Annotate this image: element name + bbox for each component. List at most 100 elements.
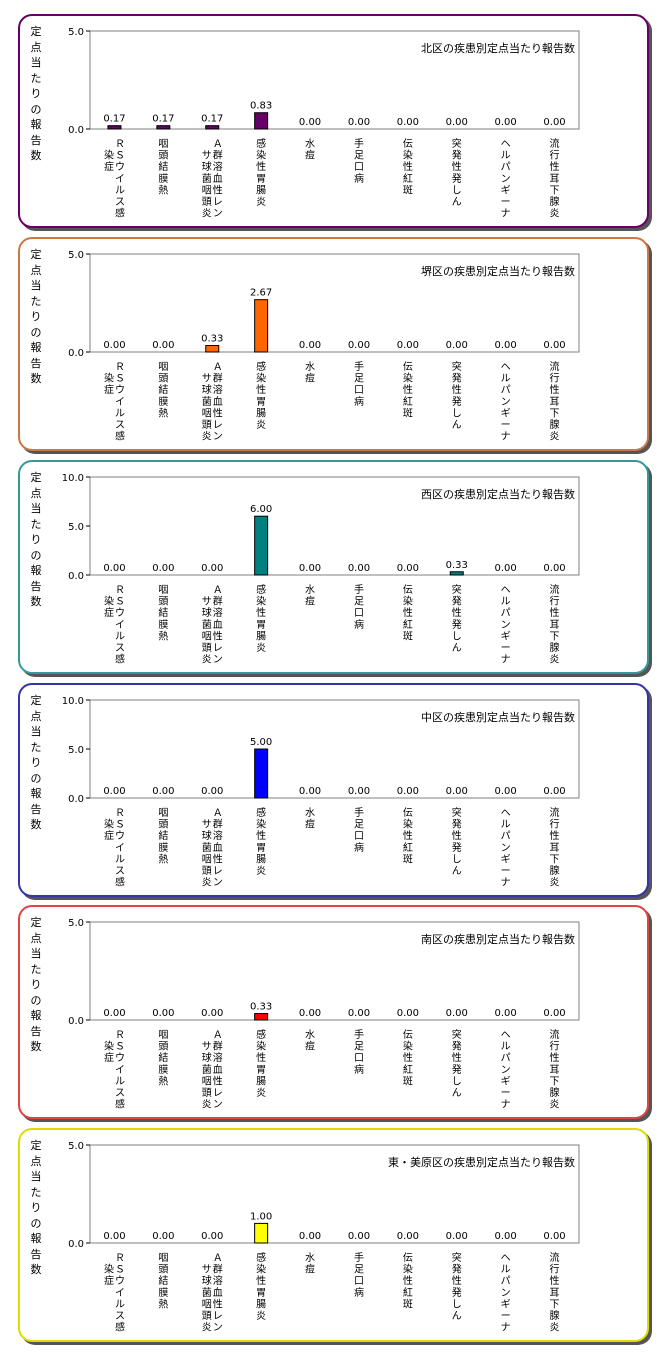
y-tick-label: 5.0 xyxy=(68,522,84,533)
data-label: 0.00 xyxy=(348,340,370,351)
category-label-char: 頭 xyxy=(202,419,212,431)
category-label-char: 病 xyxy=(354,1063,364,1076)
category-label-char: ン xyxy=(501,843,511,854)
category-label-char: 性 xyxy=(452,383,462,396)
category-label-char: 咽 xyxy=(202,1075,212,1087)
category-label-char: 口 xyxy=(354,385,364,396)
bar-chart: 10.05.00.0中区の疾患別定点当たり報告数0.00ＲＳウイルス感染症0.0… xyxy=(62,696,580,889)
category-label-char: 症 xyxy=(104,160,114,173)
category-label-char: 頭 xyxy=(202,1087,212,1099)
category-label-char: ん xyxy=(452,865,462,877)
category-label-char: 溶 xyxy=(213,160,223,173)
bar xyxy=(254,112,269,130)
category-label-char: 痘 xyxy=(305,595,315,608)
category-label-char: 性 xyxy=(256,383,266,396)
category-label-char: 性 xyxy=(452,1051,462,1064)
category-label-char: 性 xyxy=(256,160,266,173)
category-label-char: ン xyxy=(213,655,223,666)
category-label-char: 病 xyxy=(354,172,364,185)
category-label-char: ル xyxy=(115,854,125,865)
category-label-char: 斑 xyxy=(403,852,413,865)
data-label: 0.83 xyxy=(250,101,272,112)
category-label-char: 咽 xyxy=(202,1298,212,1310)
category-label-char: 染 xyxy=(104,1263,114,1276)
category-label-char: イ xyxy=(115,1288,125,1299)
data-label: 0.00 xyxy=(299,563,321,574)
category-label-char: 発 xyxy=(452,818,462,831)
category-label-char: ー xyxy=(501,1311,511,1322)
data-label: 0.00 xyxy=(201,563,223,574)
category-label-char: 炎 xyxy=(256,865,266,877)
category-label-char: ル xyxy=(115,1076,125,1087)
data-label: 0.00 xyxy=(397,786,419,797)
chart-title: 南区の疾患別定点当たり報告数 xyxy=(421,932,575,946)
data-label: 0.00 xyxy=(201,1231,223,1242)
category-label-char: 伝 xyxy=(403,1252,413,1264)
category-label-char: 腸 xyxy=(256,630,266,642)
data-label: 0.00 xyxy=(397,1231,419,1242)
category-label-char: 炎 xyxy=(550,208,560,220)
data-label: 0.17 xyxy=(103,114,125,125)
category-label-char: Ａ xyxy=(213,585,223,596)
data-label: 0.00 xyxy=(543,1231,565,1242)
y-tick-label: 0.0 xyxy=(68,348,84,359)
bar xyxy=(254,748,269,799)
category-label-char: 手 xyxy=(354,1028,364,1041)
bar-chart: 5.00.0堺区の疾患別定点当たり報告数0.00ＲＳウイルス感染症0.00咽頭結… xyxy=(68,250,580,443)
category-label-char: 頭 xyxy=(158,1041,168,1053)
y-tick-label: 10.0 xyxy=(62,696,84,707)
category-label-char: 炎 xyxy=(550,877,560,889)
y-tick-label: 5.0 xyxy=(68,27,84,38)
category-label-char: 膜 xyxy=(158,1064,168,1076)
category-label-char: 手 xyxy=(354,1251,364,1264)
category-label-char: 感 xyxy=(115,1321,125,1334)
data-label: 0.00 xyxy=(103,563,125,574)
category-label-char: 頭 xyxy=(158,596,168,608)
category-label-char: パ xyxy=(501,161,511,173)
data-label: 0.17 xyxy=(201,114,223,125)
category-label-char: 球 xyxy=(202,1051,212,1064)
category-label-char: 溶 xyxy=(213,1051,223,1064)
category-label-char: 咽 xyxy=(202,630,212,642)
bar-chart: 10.05.00.0西区の疾患別定点当たり報告数0.00ＲＳウイルス感染症0.0… xyxy=(62,473,580,666)
category-label-char: 流 xyxy=(550,137,560,150)
category-label-char: 突 xyxy=(452,583,462,596)
category-label-char: ナ xyxy=(501,431,511,443)
category-label-char: 胃 xyxy=(256,1064,266,1076)
category-label: 水痘 xyxy=(305,1029,315,1053)
data-label: 0.33 xyxy=(250,1002,272,1013)
category-label-char: 血 xyxy=(213,395,223,408)
category-label-char: 群 xyxy=(213,1263,223,1276)
data-label: 0.00 xyxy=(495,340,517,351)
plot-area xyxy=(89,476,580,576)
category-label-char: 腸 xyxy=(256,1298,266,1310)
category-label-char: 流 xyxy=(550,1028,560,1041)
category-label-char: 伝 xyxy=(403,361,413,373)
category-label-char: し xyxy=(452,184,462,196)
category-label-char: 腸 xyxy=(256,1075,266,1087)
category-label-char: 染 xyxy=(104,595,114,608)
category-label-char: ス xyxy=(115,420,125,431)
chart-panel: 定点当たりの報告数 5.0 0.0 東・美原区の疾患別定点当たり報告数 0.00 Ｒ Ｓ ウイ… xyxy=(18,1128,649,1342)
category-label-char: ル xyxy=(501,374,511,385)
category-label-char: ヘ xyxy=(501,1253,511,1264)
category-label-char: 性 xyxy=(550,160,560,173)
data-label: 0.00 xyxy=(446,340,468,351)
plot-area xyxy=(89,1144,580,1244)
category-label-char: 行 xyxy=(550,1263,560,1276)
category-label-char: 行 xyxy=(550,595,560,608)
